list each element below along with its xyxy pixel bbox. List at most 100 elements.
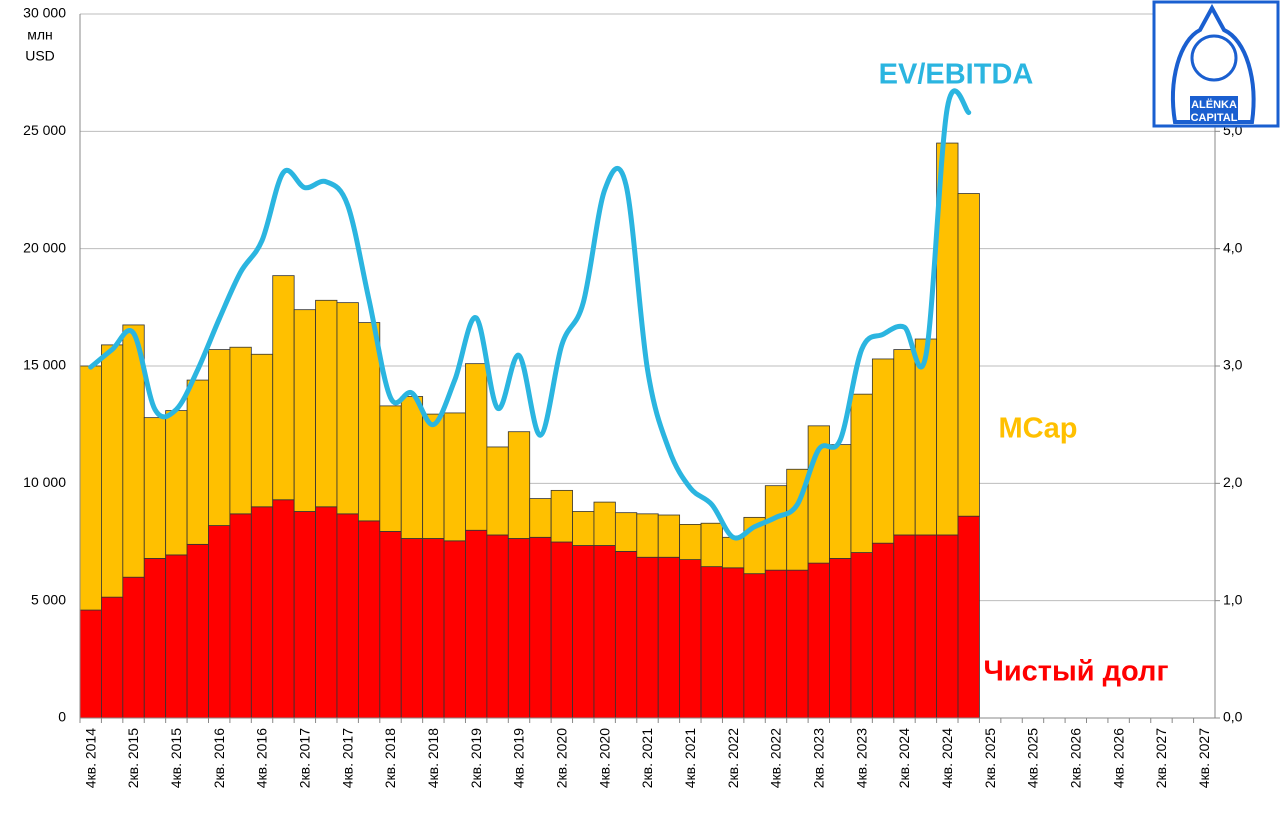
x-tick-label: 4кв. 2024 xyxy=(939,728,955,788)
bar xyxy=(657,556,681,719)
bar xyxy=(786,569,809,719)
y-tick-label: 25 000 xyxy=(23,122,66,138)
bar xyxy=(101,344,124,598)
x-tick-label: 2кв. 2027 xyxy=(1153,728,1169,788)
y-tick-label: 30 000 xyxy=(23,5,66,21)
y2-tick-label: 2,0 xyxy=(1223,474,1243,490)
bar xyxy=(550,541,573,719)
bar xyxy=(379,405,402,532)
x-tick-label: 4кв. 2025 xyxy=(1025,728,1041,788)
x-tick-label: 4кв. 2015 xyxy=(168,728,184,788)
bar xyxy=(871,542,895,719)
bar xyxy=(636,556,659,719)
bar xyxy=(550,489,573,543)
bar xyxy=(700,566,723,719)
bar xyxy=(272,499,295,719)
x-tick-label: 2кв. 2023 xyxy=(811,728,827,788)
x-tick-label: 2кв. 2026 xyxy=(1068,728,1084,788)
x-tick-label: 4кв. 2014 xyxy=(82,728,98,788)
y-tick-label: 20 000 xyxy=(23,239,66,255)
bar xyxy=(850,552,873,719)
bar xyxy=(507,431,531,539)
bar xyxy=(957,515,980,719)
bar xyxy=(208,349,231,526)
bar xyxy=(764,485,788,571)
bar xyxy=(936,534,959,719)
bar xyxy=(250,506,274,719)
bar xyxy=(572,545,595,719)
bar xyxy=(143,558,167,719)
bar xyxy=(443,540,466,719)
bar xyxy=(486,446,509,536)
bar xyxy=(186,543,209,719)
x-tick-label: 2кв. 2015 xyxy=(125,728,141,788)
y-axis-label: млн xyxy=(27,27,53,43)
bar xyxy=(465,529,488,719)
bar xyxy=(336,513,359,719)
bar xyxy=(336,302,359,515)
y2-tick-label: 1,0 xyxy=(1223,591,1243,607)
bar xyxy=(893,349,916,536)
x-tick-label: 2кв. 2018 xyxy=(382,728,398,788)
x-tick-label: 2кв. 2019 xyxy=(468,728,484,788)
bar xyxy=(743,573,766,719)
bar xyxy=(529,536,552,719)
bar xyxy=(229,346,252,515)
x-tick-label: 4кв. 2021 xyxy=(682,728,698,788)
bar xyxy=(572,511,595,546)
x-tick-label: 4кв. 2016 xyxy=(254,728,270,788)
bar xyxy=(400,396,424,539)
logo-band xyxy=(1190,96,1238,124)
y2-tick-label: 4,0 xyxy=(1223,239,1243,255)
bar xyxy=(465,363,488,531)
bar xyxy=(657,514,681,558)
logo: ALЁNKA CAPITAL xyxy=(1152,0,1280,128)
series-label: EV/EBITDA xyxy=(879,59,1034,91)
bar xyxy=(593,545,616,719)
x-tick-label: 2кв. 2021 xyxy=(639,728,655,788)
bar xyxy=(293,511,316,719)
x-tick-label: 4кв. 2027 xyxy=(1196,728,1212,788)
logo-face xyxy=(1190,34,1238,82)
bar xyxy=(700,522,723,568)
bar xyxy=(250,353,274,508)
bar xyxy=(357,520,381,719)
bar xyxy=(165,554,188,719)
y2-tick-label: 0,0 xyxy=(1223,709,1243,725)
bar xyxy=(679,524,702,561)
x-tick-label: 2кв. 2025 xyxy=(982,728,998,788)
bar xyxy=(186,379,209,545)
logo-text: ALЁNKA xyxy=(1191,98,1237,111)
x-tick-label: 4кв. 2018 xyxy=(425,728,441,788)
series-label: Чистый долг xyxy=(983,656,1168,688)
x-tick-label: 4кв. 2023 xyxy=(853,728,869,788)
y-tick-label: 0 xyxy=(58,709,66,725)
y-tick-label: 15 000 xyxy=(23,357,66,373)
y-axis-label: USD xyxy=(25,48,55,64)
bar xyxy=(679,559,702,719)
x-tick-label: 4кв. 2020 xyxy=(596,728,612,788)
bar xyxy=(871,358,895,544)
x-tick-label: 2кв. 2024 xyxy=(896,728,912,788)
bar xyxy=(807,562,830,719)
bar xyxy=(443,412,466,542)
bar xyxy=(357,322,381,522)
bar xyxy=(636,513,659,558)
logo-doll xyxy=(1171,3,1256,124)
bar xyxy=(722,567,745,719)
bar xyxy=(829,444,852,559)
bar xyxy=(400,538,424,719)
bar xyxy=(79,365,102,611)
bar xyxy=(914,534,938,719)
bar xyxy=(208,525,231,719)
bar xyxy=(829,558,852,719)
bar xyxy=(79,609,102,719)
line xyxy=(88,88,972,541)
x-tick-label: 4кв. 2026 xyxy=(1110,728,1126,788)
bar xyxy=(893,534,916,719)
y-tick-label: 5 000 xyxy=(31,591,66,607)
bar xyxy=(122,576,145,719)
y2-tick-label: 3,0 xyxy=(1223,357,1243,373)
bar xyxy=(957,193,980,517)
